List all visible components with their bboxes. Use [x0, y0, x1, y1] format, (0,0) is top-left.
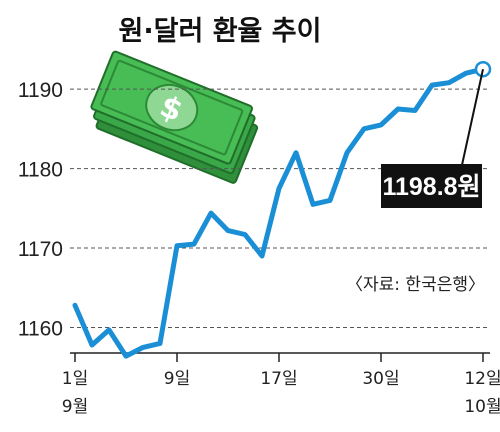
source-note: 〈자료: 한국은행〉: [346, 275, 485, 295]
dollar-banknote-icon: $: [90, 50, 259, 184]
x-tick-month-label: 10월: [464, 397, 500, 417]
y-tick-label: 1180: [18, 159, 63, 182]
callout-leader: [461, 69, 484, 166]
x-tick-label: 17일: [260, 369, 297, 389]
x-tick-label: 1일: [62, 369, 88, 389]
value-callout: 1198.8원: [381, 69, 484, 208]
y-axis-ticks: 1160 1170 1180 1190: [18, 79, 63, 340]
grid-lines: [70, 88, 490, 329]
x-tick-label: 9일: [164, 369, 190, 389]
x-axis: 1일 9월 9일 17일 30일 12일 10월: [62, 352, 500, 417]
y-tick-label: 1170: [18, 238, 63, 261]
chart-title: 원·달러 환율 추이: [119, 16, 322, 47]
y-tick-label: 1160: [18, 318, 63, 341]
callout-box: [381, 164, 482, 208]
x-tick-label: 12일: [464, 369, 500, 389]
y-tick-label: 1190: [18, 79, 63, 102]
series-line: [72, 66, 486, 359]
callout-label: 1198.8원: [382, 173, 480, 201]
x-tick-label: 30일: [362, 369, 399, 389]
x-tick-month-label: 9월: [62, 397, 88, 417]
